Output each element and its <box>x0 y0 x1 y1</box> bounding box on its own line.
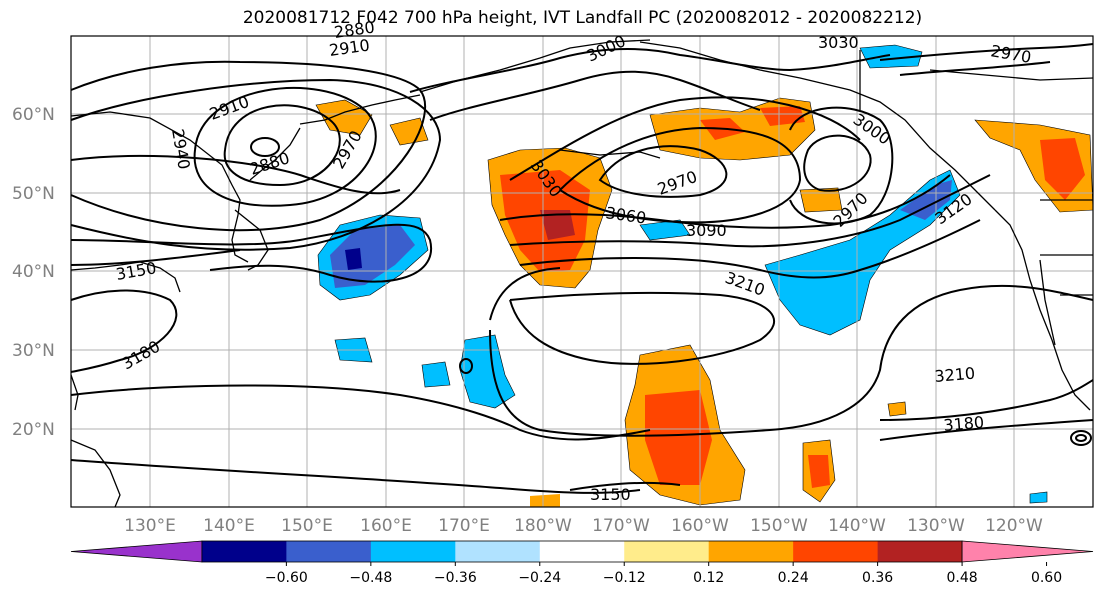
lon-label: 170°W <box>592 516 650 536</box>
colorbar-segments <box>70 540 1094 563</box>
lat-label: 60°N <box>12 105 55 125</box>
contour-label: 3180 <box>943 413 985 435</box>
longitude-labels: 130°E 140°E 150°E 160°E 170°E 180°W 170°… <box>124 516 1043 536</box>
colorbar-segment <box>708 541 794 562</box>
colorbar: −0.60 −0.48 −0.36 −0.24 −0.12 0.12 0.24 0.36 0.4… <box>70 540 1094 586</box>
colorbar-segment <box>877 541 963 562</box>
colorbar-segment <box>286 541 372 562</box>
lat-label: 40°N <box>12 262 55 282</box>
contour-label: 3030 <box>818 33 859 52</box>
colorbar-tick-label: 0.60 <box>1031 570 1062 586</box>
lat-label: 50°N <box>12 184 55 204</box>
lon-label: 140°W <box>828 516 886 536</box>
height-contours <box>70 43 1094 494</box>
latitude-labels: 60°N 50°N 40°N 30°N 20°N <box>12 105 55 440</box>
colorbar-tick-label: −0.60 <box>265 570 308 586</box>
colorbar-tick-label: −0.48 <box>349 570 392 586</box>
colorbar-extend-min <box>70 540 203 563</box>
lon-label: 140°E <box>203 516 255 536</box>
map-frame <box>70 35 1094 508</box>
lon-label: 180°W <box>514 516 572 536</box>
lon-label: 160°W <box>671 516 729 536</box>
colorbar-tick-label: −0.12 <box>603 570 646 586</box>
colorbar-segment <box>793 541 879 562</box>
lon-label: 130°W <box>907 516 965 536</box>
colorbar-segment <box>624 541 710 562</box>
colorbar-outline <box>201 540 963 563</box>
colorbar-tick-label: −0.36 <box>434 570 477 586</box>
lon-label: 130°E <box>124 516 176 536</box>
colorbar-tick-label: 0.24 <box>778 570 809 586</box>
colorbar-labels: −0.60 −0.48 −0.36 −0.24 −0.12 0.12 0.24 0.36 0.4… <box>265 562 1062 586</box>
contour-label: 3210 <box>934 364 976 386</box>
lon-label: 150°E <box>281 516 333 536</box>
colorbar-tick-label: −0.24 <box>518 570 561 586</box>
lon-label: 120°W <box>985 516 1043 536</box>
lon-label: 170°E <box>438 516 490 536</box>
lon-label: 150°W <box>750 516 808 536</box>
colorbar-tick-label: 0.36 <box>862 570 893 586</box>
colorbar-segment <box>370 541 456 562</box>
colorbar-tick-label: 0.12 <box>693 570 724 586</box>
colorbar-segment <box>455 541 541 562</box>
colorbar-extend-max <box>961 540 1094 563</box>
negative-anomaly-areas <box>317 44 1048 504</box>
colorbar-segment <box>201 541 287 562</box>
colorbar-tick-label: 0.48 <box>946 570 977 586</box>
contour-label: 3090 <box>686 221 727 240</box>
map-title: 2020081712 F042 700 hPa height, IVT Land… <box>242 8 923 28</box>
lat-label: 30°N <box>12 341 55 361</box>
lat-label: 20°N <box>12 420 55 440</box>
contour-label: 3150 <box>590 485 631 504</box>
lon-label: 160°E <box>360 516 412 536</box>
colorbar-segment <box>539 541 625 562</box>
